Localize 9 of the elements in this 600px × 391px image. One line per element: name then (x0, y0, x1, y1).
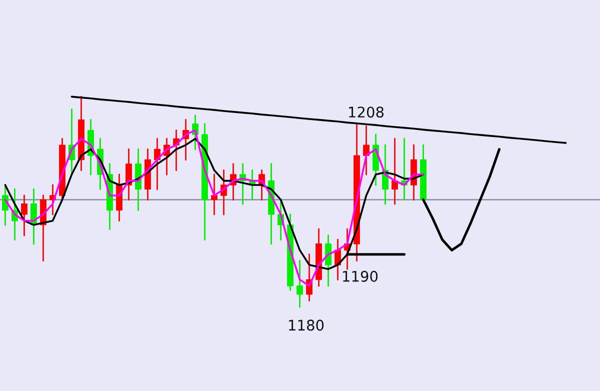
annotation: 1208 (349, 106, 384, 118)
candlestick (296, 260, 303, 308)
candlestick (211, 174, 218, 216)
candlestick (325, 234, 332, 287)
annotation: 1190 (343, 270, 378, 282)
candlestick (363, 125, 370, 176)
candlestick (2, 184, 8, 226)
text: 1180 (289, 320, 324, 331)
candlestick (21, 194, 28, 236)
